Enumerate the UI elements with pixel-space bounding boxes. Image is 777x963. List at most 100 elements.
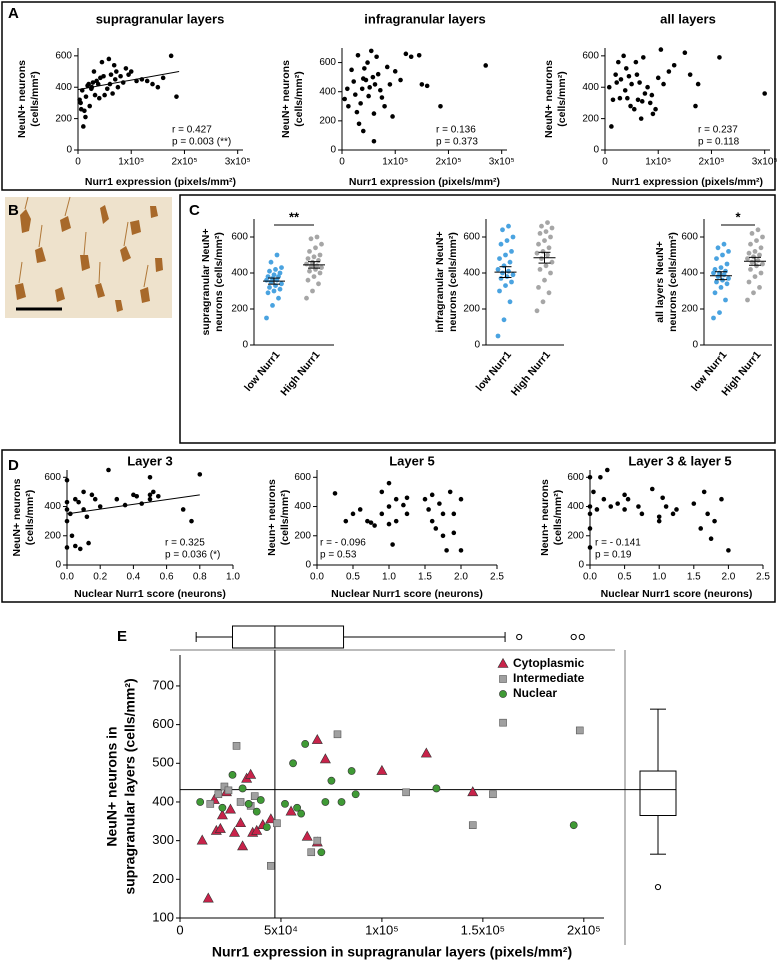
- point: [367, 85, 372, 90]
- chart-title: infragranular layers: [364, 11, 485, 26]
- point: [372, 523, 377, 528]
- chart-title: supragranular layers: [96, 11, 225, 26]
- point: [628, 103, 633, 109]
- x-tick-label: low Nurr1: [242, 349, 282, 394]
- point: [587, 511, 593, 517]
- point: [621, 53, 626, 59]
- point: [92, 92, 98, 98]
- point: [104, 86, 110, 92]
- x-tick-label: 1x10⁵: [382, 157, 408, 168]
- x-tick-label: 0: [176, 922, 183, 937]
- point: [147, 475, 153, 480]
- x-tick-label: 1x10⁵: [118, 157, 144, 168]
- point: [279, 281, 284, 287]
- x-tick-label: 3x10⁵: [489, 157, 515, 168]
- point: [64, 545, 70, 550]
- y-tick-label: 200: [231, 304, 248, 315]
- point: [102, 92, 107, 98]
- point: [110, 91, 115, 96]
- point: [279, 265, 284, 270]
- x-tick-label: 2x10⁵: [567, 922, 601, 937]
- point: [270, 303, 275, 308]
- point: [379, 511, 385, 517]
- point: [444, 548, 449, 553]
- point: [426, 507, 431, 512]
- point: [285, 805, 297, 816]
- y-tick-label: 400: [463, 268, 480, 279]
- annotation: r = - 0.096: [320, 538, 366, 549]
- point: [237, 840, 249, 851]
- y-axis-label: (cells/mm²): [279, 490, 291, 545]
- point: [748, 241, 753, 247]
- point: [610, 97, 616, 103]
- point: [238, 784, 247, 793]
- point: [545, 252, 550, 258]
- point: [317, 848, 326, 857]
- point: [451, 511, 457, 517]
- y-tick-label: 400: [44, 501, 61, 512]
- point: [95, 81, 101, 87]
- y-axis-label: supragranular NeuN+: [200, 228, 212, 335]
- point: [424, 83, 430, 89]
- point: [622, 507, 627, 512]
- legend-label: Cytoplasmic: [513, 656, 585, 670]
- point: [500, 227, 505, 233]
- point: [134, 494, 140, 499]
- y-axis-label: NeuN+ neurons: [11, 478, 23, 556]
- point: [147, 496, 153, 502]
- point: [510, 234, 516, 240]
- point: [622, 88, 628, 93]
- point: [606, 84, 612, 90]
- point: [723, 268, 728, 274]
- point: [760, 234, 765, 240]
- point: [271, 288, 277, 294]
- point: [605, 467, 610, 473]
- point: [277, 286, 283, 292]
- point: [311, 733, 323, 744]
- x-axis-label: Nuclear Nurr1 score (neurons): [331, 588, 483, 600]
- stained-neurons: [15, 205, 163, 312]
- point: [89, 492, 95, 498]
- point: [333, 730, 342, 739]
- x-tick-label: 0.2: [93, 572, 107, 583]
- point: [416, 52, 422, 58]
- point: [301, 830, 313, 841]
- y-tick-label: 600: [463, 232, 480, 243]
- point: [313, 245, 318, 251]
- point: [717, 55, 722, 60]
- point: [726, 249, 731, 254]
- legend-label: Intermediate: [513, 671, 585, 685]
- point: [718, 265, 724, 270]
- point: [691, 501, 697, 506]
- point: [752, 274, 758, 279]
- point: [499, 675, 507, 683]
- y-tick-label: 400: [152, 793, 174, 808]
- point: [196, 834, 208, 845]
- point: [708, 536, 714, 541]
- point: [635, 97, 641, 103]
- point: [386, 480, 392, 486]
- point: [304, 295, 309, 301]
- point: [714, 256, 719, 261]
- y-tick-label: 600: [152, 716, 174, 731]
- point: [355, 52, 361, 58]
- point: [77, 546, 83, 552]
- point: [501, 317, 507, 323]
- point: [81, 489, 86, 495]
- point: [97, 504, 103, 509]
- point: [393, 496, 399, 502]
- point: [345, 86, 350, 92]
- x-tick-label: 0.5: [346, 572, 360, 583]
- dendrites: [18, 196, 149, 288]
- point: [705, 511, 710, 517]
- point: [639, 99, 645, 104]
- x-tick-label: 0: [602, 157, 608, 168]
- point: [752, 249, 758, 254]
- point: [543, 263, 549, 269]
- point: [313, 836, 322, 845]
- point: [371, 111, 377, 116]
- point: [126, 72, 131, 77]
- point: [108, 72, 114, 77]
- point: [419, 82, 425, 87]
- point: [106, 467, 111, 473]
